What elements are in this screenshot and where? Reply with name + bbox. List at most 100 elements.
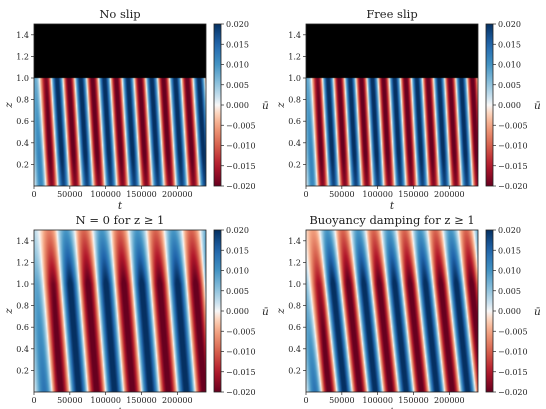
colorbar-tick-label: 0.000 [498, 101, 521, 110]
x-axis-label: t [390, 406, 395, 409]
y-axis-label: z [3, 102, 15, 109]
colorbar-tick-label: −0.010 [226, 142, 256, 151]
y-axis-label: z [275, 102, 287, 109]
x-tick-label: 100000 [90, 190, 121, 199]
panel-4: Buoyancy damping for z ≥ 1 0 50000 100000 15… [275, 213, 541, 409]
x-tick-label: 150000 [126, 190, 157, 199]
y-axis-label: z [3, 308, 15, 315]
colorbar-tick-label: −0.015 [498, 368, 528, 377]
y-tick-label: 1.2 [288, 52, 301, 61]
y-tick-label: 0.2 [16, 366, 29, 375]
colorbar [486, 24, 493, 186]
colorbar-tick-label: −0.005 [226, 121, 256, 130]
colorbar-tick-label: 0.015 [498, 40, 521, 49]
colorbar-label: ū [262, 306, 269, 318]
y-tick-label: 0.4 [16, 345, 29, 354]
heatmap-image [306, 230, 478, 392]
y-tick-label: 1.4 [288, 31, 301, 40]
colorbar-tick-label: 0.015 [226, 40, 249, 49]
colorbar [214, 230, 221, 392]
x-axis-label: t [390, 200, 395, 212]
colorbar [486, 230, 493, 392]
plot-frame [33, 23, 207, 187]
y-tick-label: 0.4 [288, 139, 301, 148]
y-tick-label: 0.2 [288, 366, 301, 375]
chart-title: Buoyancy damping for z ≥ 1 [309, 213, 474, 227]
y-axis-label: z [275, 308, 287, 315]
panel-3: N = 0 for z ≥ 1 0 50000 100000 150000 200000 0… [3, 213, 269, 409]
x-tick-label: 50000 [329, 396, 354, 405]
colorbar-tick-label: 0.005 [226, 287, 249, 296]
x-tick-label: 100000 [362, 190, 393, 199]
x-tick-label: 200000 [434, 190, 465, 199]
colorbar-label: ū [262, 100, 269, 112]
panel-2: Free slip 0 50000 100000 150000 200000 0.2 0.4 0… [275, 7, 541, 212]
colorbar-label: ū [534, 100, 541, 112]
colorbar-label: ū [534, 306, 541, 318]
y-tick-label: 1.0 [288, 280, 301, 289]
x-tick-label: 100000 [90, 396, 121, 405]
y-tick-label: 1.4 [16, 237, 29, 246]
colorbar-tick-label: 0.010 [226, 267, 249, 276]
colorbar-tick-label: −0.005 [226, 327, 256, 336]
colorbar-tick-label: −0.020 [498, 388, 528, 397]
x-tick-label: 150000 [126, 396, 157, 405]
x-tick-label: 100000 [362, 396, 393, 405]
colorbar-tick-label: −0.020 [226, 388, 256, 397]
y-tick-label: 1.2 [16, 52, 29, 61]
heatmap-image [34, 24, 206, 186]
x-tick-label: 150000 [398, 396, 429, 405]
colorbar-tick-label: 0.000 [498, 307, 521, 316]
y-tick-label: 1.0 [16, 74, 29, 83]
y-tick-label: 0.8 [16, 302, 29, 311]
y-tick-label: 1.4 [16, 31, 29, 40]
colorbar-tick-label: −0.015 [498, 162, 528, 171]
heatmap-image [306, 24, 478, 186]
x-tick-label: 200000 [434, 396, 465, 405]
colorbar-tick-label: −0.010 [226, 348, 256, 357]
x-tick-label: 0 [31, 190, 36, 199]
y-tick-label: 0.2 [16, 160, 29, 169]
colorbar-tick-label: 0.015 [226, 246, 249, 255]
x-axis-label: t [118, 200, 123, 212]
y-tick-label: 1.4 [288, 237, 301, 246]
x-tick-label: 50000 [57, 396, 82, 405]
y-tick-label: 0.8 [16, 96, 29, 105]
heatmap-image [34, 230, 206, 392]
colorbar-tick-label: 0.015 [498, 246, 521, 255]
y-tick-label: 0.6 [16, 323, 29, 332]
chart-title: No slip [99, 7, 140, 21]
y-tick-label: 0.8 [288, 96, 301, 105]
colorbar-tick-label: −0.010 [498, 142, 528, 151]
colorbar-tick-label: 0.020 [226, 20, 249, 29]
x-tick-label: 200000 [162, 396, 193, 405]
colorbar-tick-label: 0.000 [226, 101, 249, 110]
plot-frame [33, 229, 207, 393]
colorbar-tick-label: 0.010 [226, 61, 249, 70]
x-tick-label: 200000 [162, 190, 193, 199]
y-tick-label: 1.0 [288, 74, 301, 83]
colorbar-tick-label: 0.005 [498, 81, 521, 90]
y-tick-label: 0.4 [16, 139, 29, 148]
colorbar-tick-label: 0.005 [226, 81, 249, 90]
x-tick-label: 50000 [329, 190, 354, 199]
plot-frame [305, 229, 479, 393]
plot-frame [305, 23, 479, 187]
y-tick-label: 1.0 [16, 280, 29, 289]
chart-title: Free slip [366, 7, 417, 21]
colorbar-tick-label: 0.000 [226, 307, 249, 316]
colorbar-tick-label: 0.020 [498, 20, 521, 29]
colorbar-tick-label: −0.015 [226, 162, 256, 171]
x-tick-label: 0 [31, 396, 36, 405]
colorbar-tick-label: 0.020 [226, 226, 249, 235]
panel-1: No slip 0 50000 100000 150000 200000 0.2 0.4 0.6… [3, 7, 269, 212]
y-tick-label: 0.4 [288, 345, 301, 354]
x-tick-label: 150000 [398, 190, 429, 199]
y-tick-label: 1.2 [16, 258, 29, 267]
colorbar-tick-label: −0.005 [498, 327, 528, 336]
colorbar-tick-label: −0.015 [226, 368, 256, 377]
y-tick-label: 0.8 [288, 302, 301, 311]
chart-title: N = 0 for z ≥ 1 [76, 213, 165, 227]
y-tick-label: 0.6 [16, 117, 29, 126]
